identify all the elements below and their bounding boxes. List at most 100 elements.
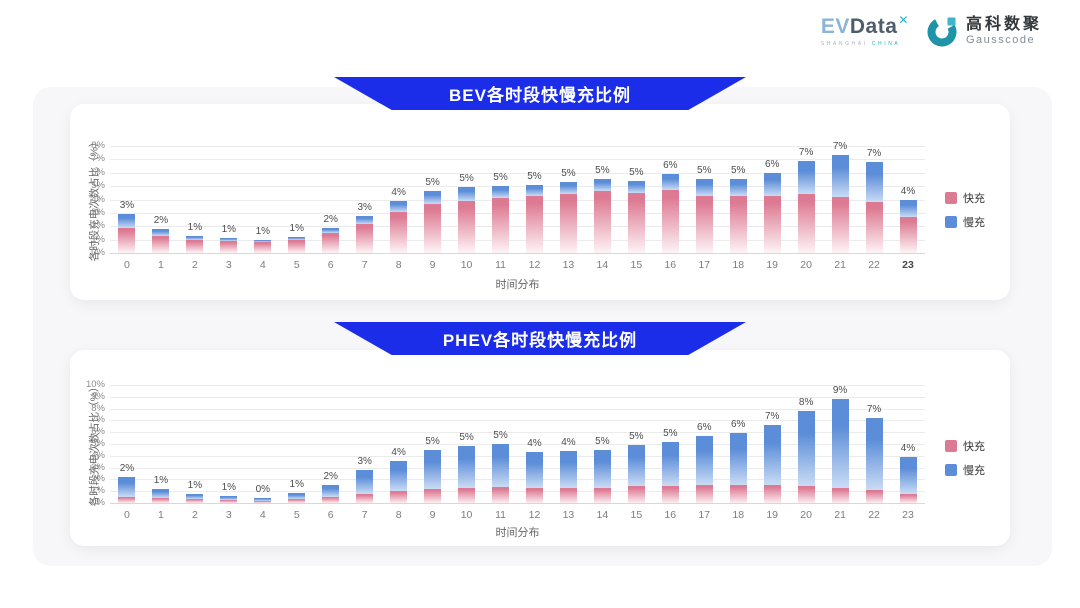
slow-charge-segment (458, 446, 476, 488)
phev-chart-title-banner: PHEV各时段快慢充比例 (334, 322, 746, 355)
slow-charge-segment (695, 179, 713, 196)
bar-hour-9 (424, 191, 442, 253)
fast-charge-segment (525, 195, 543, 253)
fast-charge-segment (254, 241, 272, 253)
fast-charge-segment (492, 487, 510, 503)
bar-total-label: 7% (866, 404, 882, 416)
y-axis-tick-label: 8% (91, 140, 105, 151)
slow-charge-segment (254, 240, 272, 242)
bar-total-label: 2% (153, 214, 169, 226)
gridline (110, 396, 925, 398)
slow-charge-segment (593, 449, 611, 488)
bar-hour-8 (390, 460, 408, 503)
slow-charge-segment (559, 451, 577, 488)
bar-hour-16 (661, 174, 679, 253)
bar-total-label: 6% (764, 158, 780, 170)
fast-charge-segment (322, 232, 340, 253)
x-axis-tick-label: 21 (834, 509, 846, 521)
gridline (110, 503, 925, 504)
bar-hour-12 (525, 184, 543, 253)
x-axis-tick-label: 6 (327, 259, 334, 271)
slow-charge-segment (356, 469, 374, 495)
bar-hour-7 (356, 216, 374, 253)
fast-charge-segment (390, 491, 408, 503)
bar-total-label: 5% (493, 172, 508, 184)
slow-charge-segment (458, 187, 476, 201)
bar-hour-13 (559, 451, 577, 503)
bar-total-label: 5% (629, 166, 644, 178)
fast-charge-segment (865, 490, 883, 503)
bar-total-label: 6% (730, 419, 746, 431)
fast-charge-segment (763, 485, 781, 503)
slow-charge-segment (899, 199, 917, 217)
slow-charge-segment (661, 174, 679, 191)
slow-charge-swatch (945, 216, 957, 228)
y-axis-tick-label: 2% (91, 220, 105, 232)
bar-hour-18 (729, 179, 747, 253)
bar-total-label: 4% (391, 186, 406, 198)
y-axis-tick-label: 5% (91, 438, 105, 449)
slow-charge-segment (186, 235, 204, 240)
fast-charge-segment (118, 497, 136, 503)
legend-item-fast-charge[interactable]: 快充 (945, 438, 985, 454)
slow-charge-segment (118, 477, 136, 498)
bar-total-label: 5% (425, 435, 440, 447)
fast-charge-segment (220, 240, 238, 253)
x-axis-tick-label: 14 (596, 509, 609, 521)
phev-chart-card: 各时段充电次数占比（%） 0% 1% 2% 3% 4% 5% 6% 7% 8% 9% 10% 2% 0 1… (70, 350, 1010, 546)
fast-charge-label: 快充 (963, 193, 985, 205)
slow-charge-segment (831, 155, 849, 197)
slow-charge-label: 慢充 (963, 217, 985, 229)
slow-charge-segment (627, 180, 645, 193)
legend-item-fast-charge[interactable]: 快充 (945, 190, 985, 206)
bar-hour-3 (220, 495, 238, 503)
bar-total-label: 2% (323, 471, 338, 483)
bar-hour-5 (288, 492, 306, 503)
x-axis-tick-label: 0 (124, 259, 130, 271)
bar-hour-13 (559, 182, 577, 253)
x-axis-tick-label: 18 (732, 509, 745, 521)
slow-charge-segment (627, 445, 645, 487)
x-axis-tick-label: 5 (293, 259, 300, 271)
x-axis-tick-label: 17 (698, 509, 711, 521)
bar-total-label: 1% (187, 479, 203, 491)
slow-charge-segment (152, 228, 170, 236)
x-axis-tick-label: 17 (698, 259, 711, 271)
bar-hour-6 (322, 485, 340, 503)
bar-hour-19 (763, 172, 781, 253)
slow-charge-segment (899, 456, 917, 494)
bar-hour-4 (254, 497, 272, 503)
bar-total-label: 5% (459, 432, 474, 444)
x-axis-tick-label: 19 (766, 509, 779, 521)
y-axis-tick-label: 7% (91, 414, 105, 426)
gridline (110, 253, 925, 254)
bar-total-label: 5% (493, 430, 508, 441)
fast-charge-segment (186, 239, 204, 253)
bev-chart-title: BEV各时段快慢充比例 (449, 86, 631, 105)
evdata-x-icon: ✕ (898, 12, 909, 27)
gausscode-logo: 高科数聚 Gausscode (925, 14, 1042, 48)
fast-charge-swatch (945, 440, 957, 452)
bar-hour-7 (356, 469, 374, 503)
y-axis-tick-label: 10% (85, 379, 105, 390)
legend-item-slow-charge[interactable]: 慢充 (945, 462, 985, 478)
x-axis-tick-label: 23 (902, 259, 914, 271)
fast-charge-segment (831, 196, 849, 253)
y-axis-tick-label: 4% (91, 193, 105, 205)
bar-hour-18 (729, 433, 747, 503)
bar-hour-14 (593, 449, 611, 503)
bev-chart-card: 各时段充电次数占比（%） 0% 1% 2% 3% 4% 5% 6% 7% 8% 3% 0 2% 1 1% 2… (70, 104, 1010, 300)
gridline (110, 467, 925, 469)
legend-item-slow-charge[interactable]: 慢充 (945, 214, 985, 230)
bar-hour-22 (865, 418, 883, 503)
bar-hour-23 (899, 199, 917, 253)
gridline (110, 239, 925, 241)
bev-legend: 快充 慢充 (945, 190, 985, 230)
gridline (110, 432, 925, 434)
x-axis-tick-label: 7 (361, 509, 368, 521)
bar-total-label: 4% (561, 437, 576, 449)
fast-charge-segment (865, 202, 883, 253)
bar-total-label: 1% (153, 474, 169, 486)
x-axis-tick-label: 23 (902, 509, 914, 521)
